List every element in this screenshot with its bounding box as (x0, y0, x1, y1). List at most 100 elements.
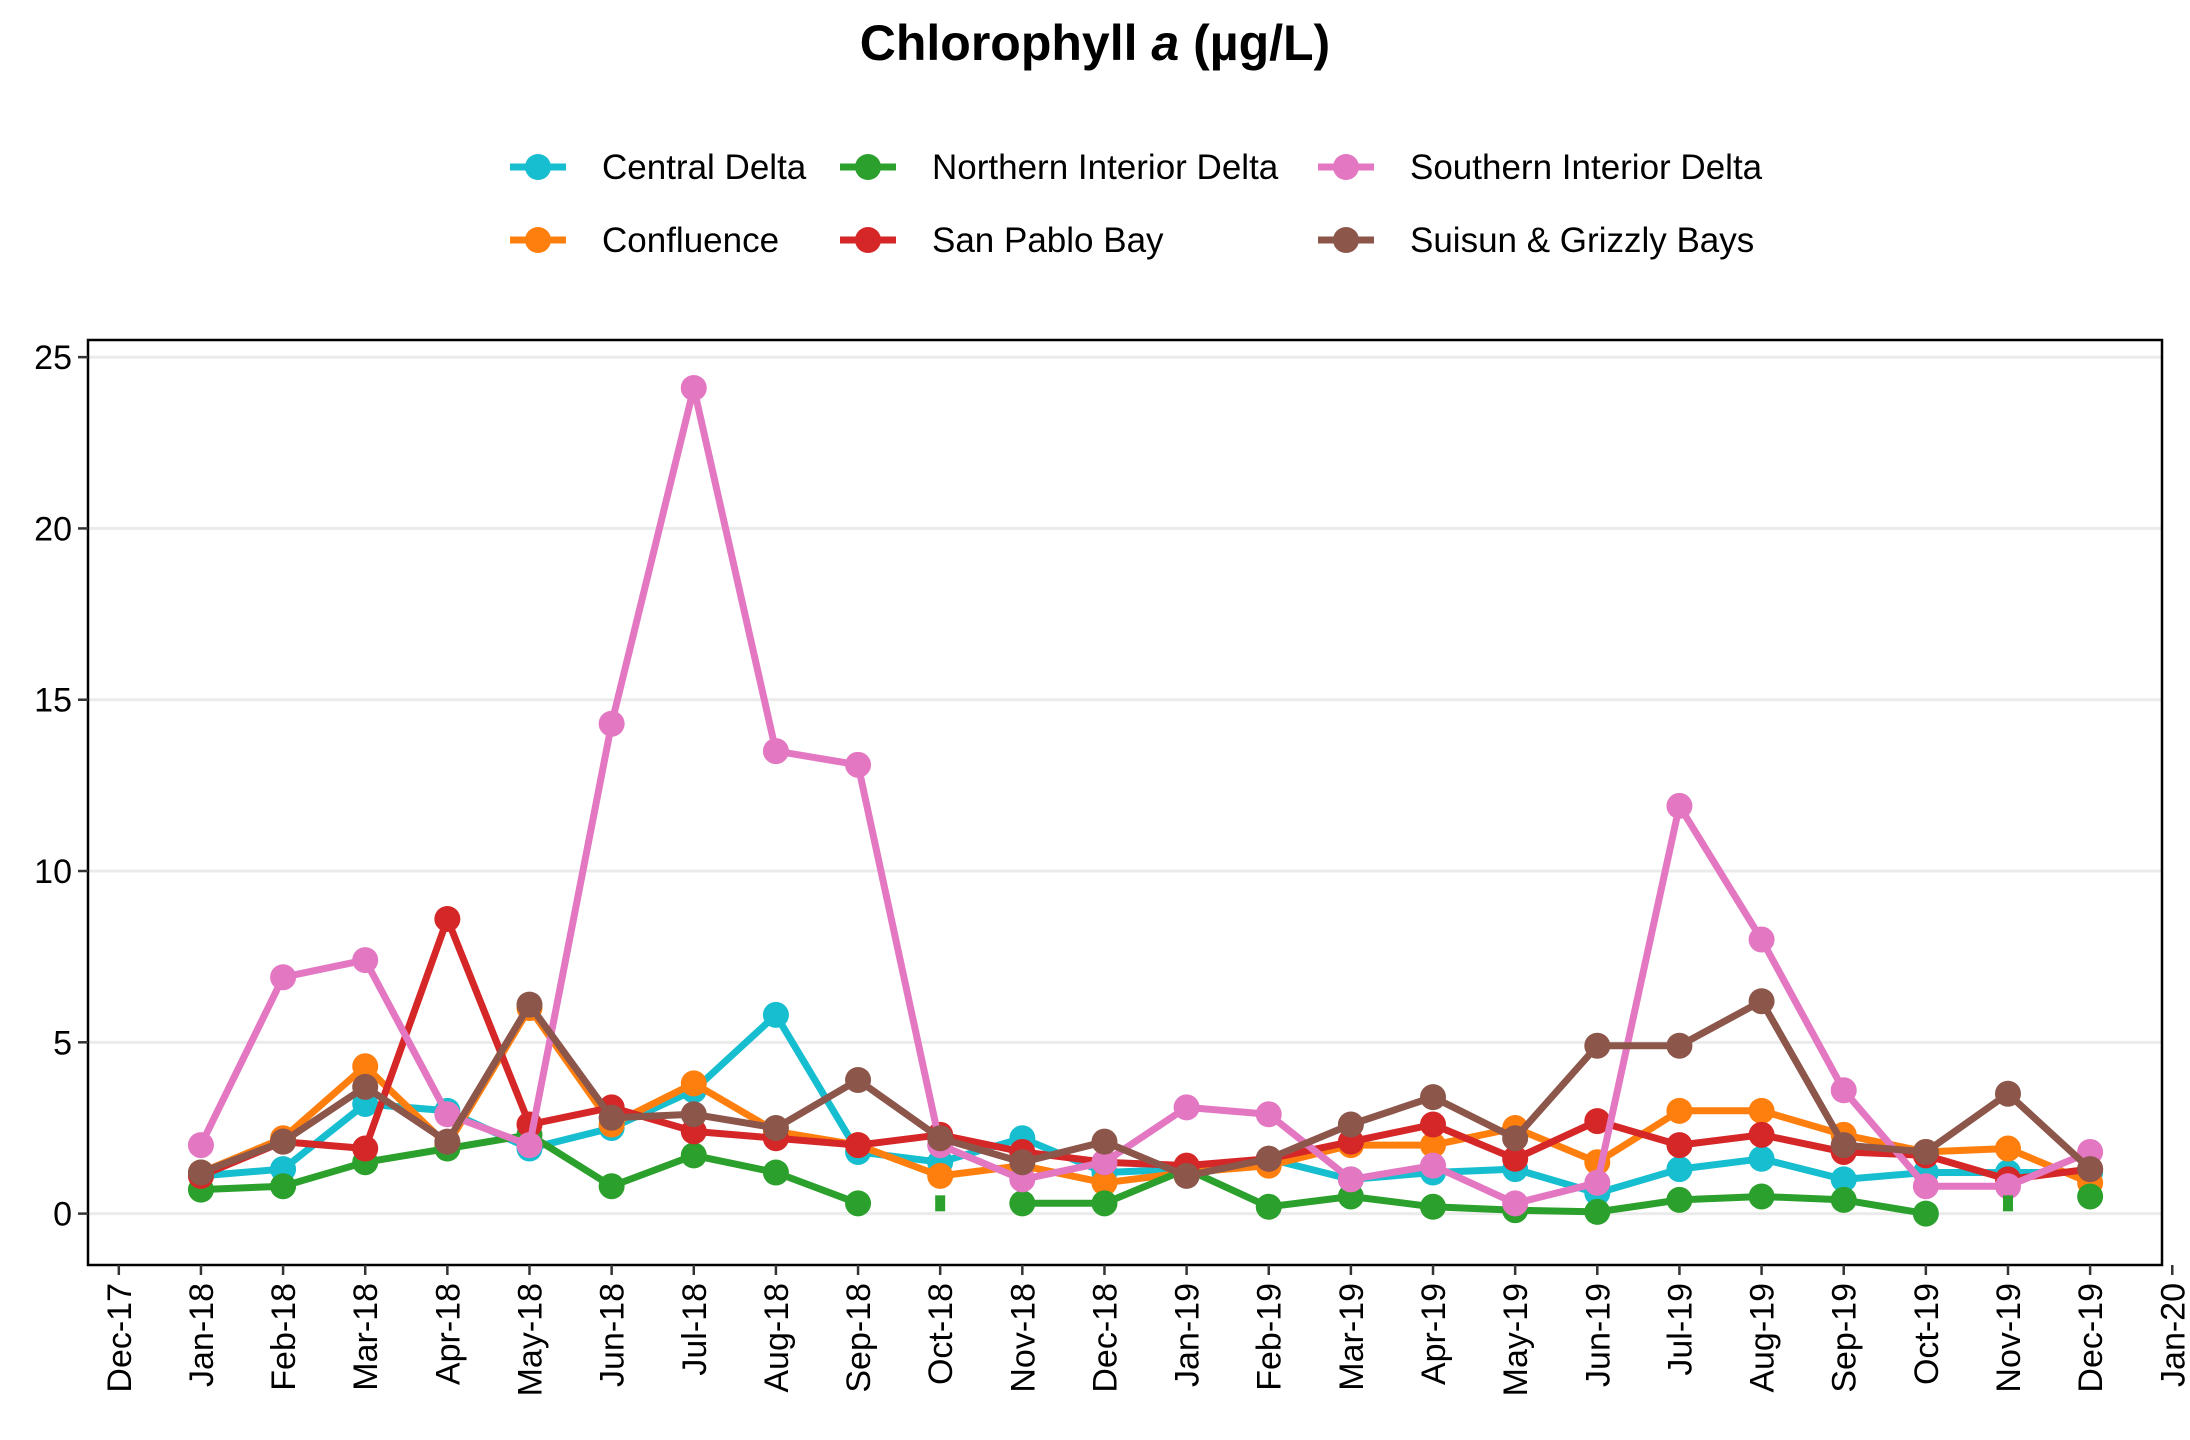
y-tick-label-5: 5 (53, 1024, 72, 1062)
x-tick-label-jul-19: Jul-19 (1661, 1283, 1699, 1376)
point-northern-interior-delta-dec-18 (1091, 1190, 1118, 1217)
point-san-pablo-bay-may-19 (1502, 1145, 1529, 1172)
point-southern-interior-delta-feb-19 (1255, 1101, 1282, 1128)
point-northern-interior-delta-feb-18 (270, 1173, 297, 1200)
point-confluence-jul-19 (1666, 1097, 1693, 1124)
point-suisun-grizzly-bays-mar-18 (352, 1073, 379, 1100)
point-san-pablo-bay-jul-19 (1666, 1132, 1693, 1159)
x-tick-label-nov-18: Nov-18 (1004, 1283, 1042, 1393)
chart-title-italic: a (1151, 15, 1179, 71)
legend-key-point-suisun-grizzly-bays (1333, 227, 1359, 253)
point-suisun-grizzly-bays-jun-18 (598, 1104, 625, 1131)
point-northern-interior-delta-apr-19 (1420, 1193, 1447, 1220)
point-suisun-grizzly-bays-jan-19 (1173, 1162, 1200, 1189)
isolated-mark-northern-interior-delta-oct-18 (935, 1195, 946, 1212)
point-suisun-grizzly-bays-may-18 (516, 991, 543, 1018)
point-suisun-grizzly-bays-aug-19 (1748, 988, 1775, 1015)
point-suisun-grizzly-bays-aug-18 (762, 1114, 789, 1141)
point-suisun-grizzly-bays-nov-19 (1994, 1080, 2021, 1107)
y-tick-label-0: 0 (53, 1196, 72, 1234)
x-tick-label-apr-18: Apr-18 (429, 1283, 467, 1385)
point-suisun-grizzly-bays-nov-18 (1009, 1149, 1036, 1176)
point-suisun-grizzly-bays-jul-18 (680, 1101, 707, 1128)
x-tick-label-oct-18: Oct-18 (922, 1283, 960, 1385)
point-san-pablo-bay-apr-19 (1420, 1111, 1447, 1138)
point-central-delta-aug-19 (1748, 1145, 1775, 1172)
point-central-delta-aug-18 (762, 1001, 789, 1028)
point-southern-interior-delta-jun-18 (598, 710, 625, 737)
isolated-mark-northern-interior-delta-nov-19 (2002, 1195, 2013, 1212)
x-tick-label-feb-19: Feb-19 (1251, 1283, 1289, 1391)
point-suisun-grizzly-bays-jun-19 (1584, 1032, 1611, 1059)
point-southern-interior-delta-apr-18 (434, 1101, 461, 1128)
plot-border (86, 338, 2164, 1267)
x-tick-label-jun-18: Jun-18 (594, 1283, 632, 1387)
point-southern-interior-delta-mar-19 (1337, 1166, 1364, 1193)
legend-key-point-southern-interior-delta (1333, 154, 1359, 180)
chart-title-suffix: (µg/L) (1179, 15, 1330, 71)
x-tick-label-dec-18: Dec-18 (1086, 1283, 1124, 1393)
point-suisun-grizzly-bays-oct-18 (927, 1125, 954, 1152)
point-san-pablo-bay-aug-19 (1748, 1121, 1775, 1148)
legend-key-point-san-pablo-bay (855, 227, 881, 253)
point-northern-interior-delta-jul-18 (680, 1142, 707, 1169)
point-northern-interior-delta-aug-18 (762, 1159, 789, 1186)
point-southern-interior-delta-jul-19 (1666, 792, 1693, 819)
point-southern-interior-delta-feb-18 (270, 964, 297, 991)
point-suisun-grizzly-bays-mar-19 (1337, 1111, 1364, 1138)
point-central-delta-sep-19 (1830, 1166, 1857, 1193)
x-tick-label-apr-19: Apr-19 (1415, 1283, 1453, 1385)
legend-label-southern-interior-delta: Southern Interior Delta (1410, 148, 1763, 187)
point-southern-interior-delta-oct-19 (1912, 1173, 1939, 1200)
point-southern-interior-delta-apr-19 (1420, 1152, 1447, 1179)
x-tick-label-mar-18: Mar-18 (347, 1283, 385, 1391)
x-tick-label-aug-19: Aug-19 (1744, 1283, 1782, 1393)
x-tick-label-aug-18: Aug-18 (758, 1283, 796, 1393)
point-suisun-grizzly-bays-sep-18 (845, 1067, 872, 1093)
point-confluence-apr-19 (1420, 1132, 1447, 1159)
point-confluence-jul-18 (680, 1070, 707, 1097)
point-northern-interior-delta-oct-19 (1912, 1200, 1939, 1227)
point-southern-interior-delta-sep-18 (845, 751, 872, 778)
legend-label-central-delta: Central Delta (602, 148, 807, 187)
x-tick-label-mar-19: Mar-19 (1333, 1283, 1371, 1391)
y-tick-label-20: 20 (34, 510, 72, 548)
x-tick-label-sep-18: Sep-18 (840, 1283, 878, 1393)
x-tick-label-feb-18: Feb-18 (265, 1283, 303, 1391)
point-northern-interior-delta-jun-18 (598, 1173, 625, 1200)
point-southern-interior-delta-may-19 (1502, 1190, 1529, 1217)
point-confluence-aug-19 (1748, 1097, 1775, 1124)
point-confluence-nov-19 (1994, 1135, 2021, 1162)
point-southern-interior-delta-jun-19 (1584, 1169, 1611, 1196)
point-confluence-oct-18 (927, 1162, 954, 1189)
series-line-suisun-grizzly-bays-0 (199, 997, 2093, 1180)
point-southern-interior-delta-mar-18 (352, 947, 379, 974)
point-southern-interior-delta-aug-18 (762, 738, 789, 765)
legend-key-point-northern-interior-delta (855, 154, 881, 180)
legend-item-central-delta: Central Delta (510, 148, 807, 187)
point-suisun-grizzly-bays-dec-18 (1091, 1128, 1118, 1155)
point-suisun-grizzly-bays-oct-19 (1912, 1138, 1939, 1165)
legend-item-san-pablo-bay: San Pablo Bay (840, 221, 1164, 260)
x-tick-label-dec-19: Dec-19 (2072, 1283, 2110, 1393)
legend-item-confluence: Confluence (510, 221, 779, 260)
series-san-pablo-bay (187, 905, 2104, 1193)
point-suisun-grizzly-bays-feb-19 (1255, 1145, 1282, 1172)
point-northern-interior-delta-nov-18 (1009, 1190, 1036, 1217)
chart-title: Chlorophyll a (µg/L) (860, 15, 1330, 71)
point-northern-interior-delta-sep-18 (845, 1190, 872, 1217)
point-suisun-grizzly-bays-sep-19 (1830, 1132, 1857, 1159)
point-northern-interior-delta-jul-19 (1666, 1186, 1693, 1213)
x-tick-label-sep-19: Sep-19 (1826, 1283, 1864, 1393)
x-tick-label-may-19: May-19 (1497, 1283, 1535, 1396)
legend: Central Delta Confluence Northern Interior… (510, 148, 1763, 260)
plot-area: 0 5 10 15 20 25 Dec-17 Jan-18 Feb-18 Mar-18 Apr-18… (34, 338, 2190, 1396)
legend-item-northern-interior-delta: Northern Interior Delta (840, 148, 1279, 187)
legend-label-suisun-grizzly-bays: Suisun & Grizzly Bays (1410, 221, 1754, 260)
y-tick-label-15: 15 (34, 682, 72, 720)
legend-key-point-central-delta (525, 154, 551, 180)
y-tick-label-25: 25 (34, 339, 72, 377)
point-suisun-grizzly-bays-apr-19 (1420, 1084, 1447, 1111)
point-suisun-grizzly-bays-dec-19 (2077, 1156, 2104, 1183)
point-san-pablo-bay-sep-18 (845, 1132, 872, 1159)
